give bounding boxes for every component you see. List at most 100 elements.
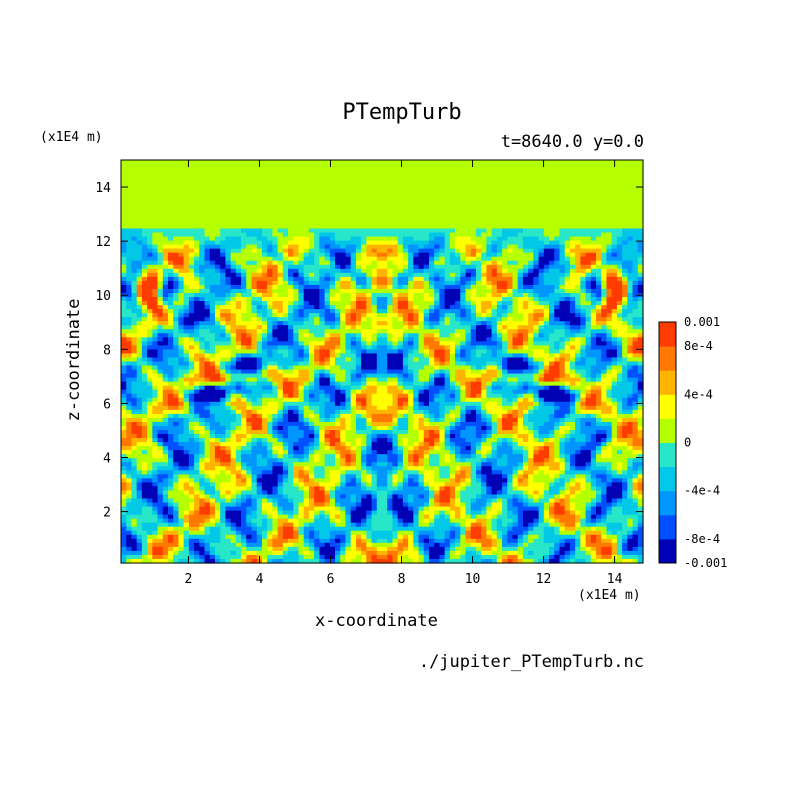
heatmap-cell <box>460 168 467 173</box>
heatmap-cell <box>491 301 498 306</box>
heatmap-cell <box>340 252 347 258</box>
heatmap-cell <box>308 168 315 173</box>
heatmap-cell <box>606 317 613 322</box>
heatmap-cell <box>126 325 133 330</box>
heatmap-cell <box>214 357 221 363</box>
heatmap-cell <box>392 176 399 181</box>
heatmap-cell <box>517 268 524 274</box>
heatmap-cell <box>408 188 414 193</box>
heatmap-cell <box>376 208 383 213</box>
heatmap-cell <box>502 288 508 294</box>
heatmap-cell <box>230 292 237 298</box>
heatmap-cell <box>549 188 555 193</box>
heatmap-cell <box>335 200 341 205</box>
heatmap-cell <box>220 204 226 209</box>
heatmap-cell <box>126 349 133 355</box>
heatmap-cell <box>194 337 200 342</box>
heatmap-cell <box>382 256 388 262</box>
heatmap-cell <box>559 260 566 266</box>
heatmap-cell <box>637 240 644 246</box>
heatmap-cell <box>569 357 576 363</box>
heatmap-cell <box>282 224 289 230</box>
heatmap-cell <box>267 248 273 254</box>
heatmap-cell <box>528 297 534 302</box>
heatmap-cell <box>329 188 336 193</box>
heatmap-cell <box>188 240 195 246</box>
heatmap-cell <box>361 244 367 250</box>
heatmap-cell <box>596 349 602 355</box>
heatmap-cell <box>183 220 190 226</box>
heatmap-cell <box>141 244 148 250</box>
heatmap-cell <box>569 236 576 242</box>
heatmap-cell <box>470 244 477 250</box>
heatmap-cell <box>308 224 315 230</box>
heatmap-cell <box>204 236 211 242</box>
heatmap-cell <box>152 280 159 286</box>
heatmap-cell <box>428 309 435 314</box>
heatmap-cell <box>418 176 425 181</box>
heatmap-cell <box>329 276 336 282</box>
heatmap-cell <box>251 240 258 246</box>
heatmap-cell <box>319 309 326 314</box>
heatmap-cell <box>606 200 613 205</box>
heatmap-cell <box>256 309 263 314</box>
heatmap-cell <box>251 184 258 189</box>
heatmap-cell <box>361 353 367 359</box>
heatmap-cell <box>173 317 180 322</box>
heatmap-cell <box>225 280 232 286</box>
heatmap-cell <box>183 349 190 355</box>
heatmap-cell <box>439 192 446 197</box>
heatmap-cell <box>382 176 388 181</box>
heatmap-cell <box>162 357 169 363</box>
heatmap-cell <box>580 301 587 306</box>
heatmap-cell <box>131 337 138 342</box>
heatmap-cell <box>209 160 216 165</box>
heatmap-cell <box>324 176 331 181</box>
heatmap-cell <box>340 232 347 238</box>
heatmap-cell <box>481 232 487 238</box>
heatmap-cell <box>392 349 399 355</box>
heatmap-cell <box>173 337 180 342</box>
heatmap-cell <box>371 192 378 197</box>
heatmap-cell <box>157 252 164 258</box>
heatmap-cell <box>157 309 164 314</box>
heatmap-cell <box>272 220 279 226</box>
heatmap-cell <box>183 264 190 270</box>
heatmap-cell <box>350 357 357 363</box>
heatmap-cell <box>549 256 555 262</box>
heatmap-cell <box>616 168 623 173</box>
heatmap-cell <box>298 168 305 173</box>
heatmap-cell <box>241 264 247 270</box>
heatmap-cell <box>408 353 414 359</box>
heatmap-cell <box>449 317 456 322</box>
heatmap-cell <box>533 212 540 218</box>
heatmap-cell <box>335 252 341 258</box>
heatmap-cell <box>183 160 190 165</box>
heatmap-cell <box>444 244 451 250</box>
heatmap-cell <box>188 280 195 286</box>
heatmap-cell <box>147 329 153 334</box>
heatmap-cell <box>496 240 503 246</box>
heatmap-cell <box>371 357 378 363</box>
heatmap-cell <box>157 284 164 290</box>
heatmap-cell <box>183 196 190 201</box>
heatmap-cell <box>376 313 383 318</box>
heatmap-cell <box>575 280 581 286</box>
heatmap-cell <box>397 313 404 318</box>
heatmap-cell <box>517 345 524 351</box>
heatmap-cell <box>616 232 623 238</box>
heatmap-cell <box>575 345 581 351</box>
heatmap-cell <box>569 284 576 290</box>
heatmap-cell <box>272 160 279 165</box>
heatmap-cell <box>601 228 608 234</box>
heatmap-cell <box>402 180 409 185</box>
heatmap-cell <box>496 244 503 250</box>
heatmap-cell <box>204 256 211 262</box>
heatmap-cell <box>298 288 305 294</box>
heatmap-cell <box>465 329 472 334</box>
heatmap-cell <box>178 172 185 177</box>
heatmap-cell <box>261 288 268 294</box>
heatmap-cell <box>575 260 581 266</box>
heatmap-cell <box>439 317 446 322</box>
heatmap-cell <box>481 297 487 302</box>
